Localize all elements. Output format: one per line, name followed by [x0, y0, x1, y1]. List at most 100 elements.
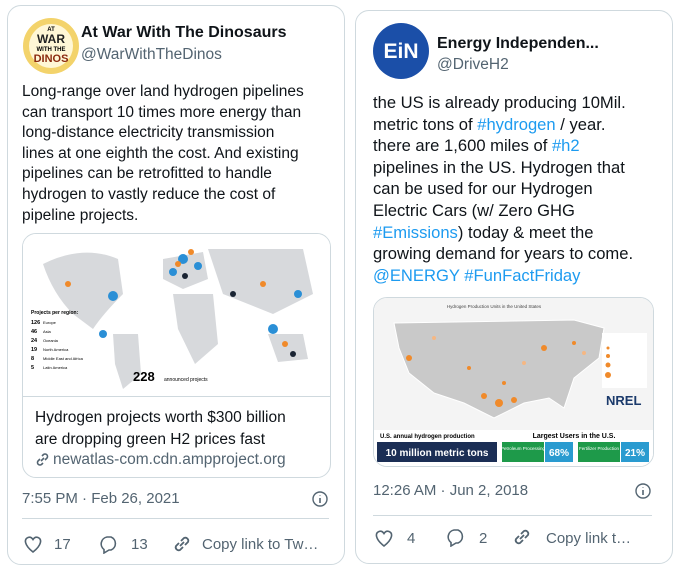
timestamp[interactable]: 12:26 AM · Jun 2, 2018	[373, 482, 529, 499]
text-line: can transport 10 times more energy than	[22, 103, 304, 124]
tweet-card[interactable]: EiN Energy Independen... @DriveH2 the US…	[355, 10, 673, 564]
text: Long-range over land hydrogen pipelines	[22, 83, 304, 100]
user-box	[502, 442, 544, 462]
text: pipelines can be retrofitted to handle	[22, 165, 272, 183]
avatar-text: DINOS	[34, 53, 69, 65]
text-line: there are 1,600 miles of #h2	[373, 135, 633, 157]
legend-count: 5	[31, 365, 34, 371]
card-title-line: are dropping green H2 prices fast	[35, 430, 266, 448]
text-line: lines at one eighth the cost. And existi…	[22, 144, 304, 165]
avatar[interactable]: AT WAR WITH THE DINOS	[22, 17, 80, 75]
share-label[interactable]: Copy link t…	[546, 530, 632, 547]
user-share: 21%	[625, 448, 645, 459]
link-text[interactable]: #hydrogen	[477, 114, 556, 134]
like-count: 17	[54, 536, 71, 553]
legend-title: Projects per region:	[31, 310, 79, 316]
legend-count: 19	[31, 347, 37, 353]
total-count: 228	[133, 369, 155, 384]
user-share-box	[545, 442, 573, 462]
share-icon[interactable]	[511, 526, 533, 548]
text: pipeline projects.	[22, 206, 139, 224]
tweet-card[interactable]: AT WAR WITH THE DINOS At War With The Di…	[7, 5, 345, 565]
text-line: long-distance electricity transmission	[22, 123, 304, 144]
text-line: #Emissions) today & meet the	[373, 222, 633, 244]
text-line: Electric Cars (w/ Zero GHG	[373, 200, 633, 222]
avatar-text: WAR	[37, 32, 65, 46]
timestamp[interactable]: 7:55 PM · Feb 26, 2021	[22, 490, 180, 507]
text: lines at one eighth the cost. And existi…	[22, 144, 299, 162]
legend-region: Asia	[43, 329, 52, 334]
legend-count: 8	[31, 356, 34, 362]
like-count: 4	[407, 530, 416, 547]
map-title: Hydrogen Production Units in the United …	[447, 304, 542, 309]
card-link[interactable]: newatlas-com.cdn.ampproject.org	[53, 451, 286, 468]
text: the US is already producing 10Mil.	[373, 93, 626, 112]
text: can transport 10 times more energy than	[22, 103, 302, 121]
total-label: announced projects	[164, 377, 208, 383]
text-line: pipelines in the US. Hydrogen that	[373, 157, 633, 179]
text-line: the US is already producing 10Mil.	[373, 92, 633, 114]
user-share: 68%	[549, 448, 569, 459]
link-text[interactable]: #Emissions	[373, 222, 458, 242]
reply-count: 2	[479, 530, 488, 547]
legend-region: Latin America	[43, 365, 68, 370]
tweet-text: Long-range over land hydrogen pipelines c…	[22, 82, 304, 226]
like-icon[interactable]	[22, 534, 44, 554]
link-text[interactable]: @ENERGY	[373, 265, 460, 285]
text: hydrogen to vastly reduce the cost of	[22, 185, 276, 203]
display-name[interactable]: Energy Independen...	[437, 35, 599, 52]
info-icon[interactable]	[635, 483, 651, 499]
avatar-text: EiN	[383, 40, 418, 63]
link-text[interactable]: #h2	[551, 136, 580, 156]
text: pipelines in the US. Hydrogen that	[373, 157, 625, 177]
brand: NREL	[606, 393, 641, 408]
user-box	[578, 442, 620, 462]
link-icon	[36, 453, 49, 466]
share-icon[interactable]	[171, 533, 193, 555]
users-label: Largest Users in the U.S.	[533, 433, 616, 440]
tweet-image[interactable]: Hydrogen Production Units in the United …	[373, 297, 654, 467]
production-value: 10 million metric tons	[386, 448, 489, 459]
handle[interactable]: @DriveH2	[437, 56, 509, 73]
tweet-text: the US is already producing 10Mil. metric…	[373, 92, 633, 286]
share-label[interactable]: Copy link to Tw…	[202, 536, 319, 553]
text: growing demand for years to come.	[373, 244, 634, 264]
text: can be used for our Hydrogen	[373, 179, 593, 199]
avatar[interactable]: EiN	[372, 22, 430, 80]
legend-region: Middle East and Africa	[43, 356, 84, 361]
avatar-text: WITH THE	[37, 47, 66, 53]
user-share-box	[621, 442, 649, 462]
text-line: pipeline projects.	[22, 206, 304, 227]
legend-count: 126	[31, 320, 40, 326]
card-image: Projects per region: 126 Europe 46 Asia 24 Oc…	[23, 234, 330, 396]
like-icon[interactable]	[373, 528, 395, 548]
text-line: pipelines can be retrofitted to handle	[22, 164, 304, 185]
text-line: @ENERGY #FunFactFriday	[373, 265, 633, 287]
user-name: Fertilizer Production	[579, 446, 620, 451]
legend-count: 24	[31, 338, 38, 344]
legend-region: Oceania	[43, 338, 59, 343]
legend-count: 46	[31, 329, 37, 335]
reply-icon[interactable]	[445, 527, 467, 547]
text-line: hydrogen to vastly reduce the cost of	[22, 185, 304, 206]
reply-count: 13	[131, 536, 148, 553]
info-icon[interactable]	[312, 491, 328, 507]
text: there are 1,600 miles of	[373, 136, 552, 156]
text-line: can be used for our Hydrogen	[373, 178, 633, 200]
display-name[interactable]: At War With The Dinosaurs	[81, 24, 287, 41]
image-graphic: Hydrogen Production Units in the United …	[374, 298, 653, 466]
avatar-text: AT	[47, 27, 55, 33]
link-text[interactable]: #FunFactFriday	[464, 265, 581, 285]
handle[interactable]: @WarWithTheDinos	[81, 46, 222, 63]
text: / year.	[555, 114, 606, 134]
card-title[interactable]: Hydrogen projects worth $300 billion are…	[35, 407, 286, 450]
text: ) today & meet the	[457, 222, 594, 242]
link-card[interactable]: Projects per region: 126 Europe 46 Asia 24 Oc…	[22, 233, 331, 478]
legend-region: Europe	[43, 320, 57, 325]
text-line: growing demand for years to come.	[373, 243, 633, 265]
production-label: U.S. annual hydrogen production	[380, 434, 475, 440]
reply-icon[interactable]	[98, 534, 120, 554]
text-line: metric tons of #hydrogen / year.	[373, 114, 633, 136]
text-line: Long-range over land hydrogen pipelines	[22, 82, 304, 103]
